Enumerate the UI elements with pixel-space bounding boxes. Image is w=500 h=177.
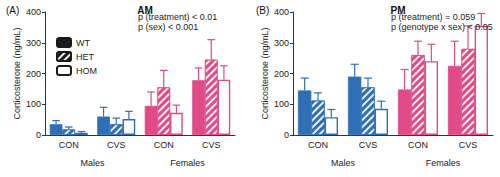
svg-text:p (treatment) = 0.059: p (treatment) = 0.059 — [391, 12, 475, 22]
svg-text:CON: CON — [59, 140, 79, 150]
svg-text:300: 300 — [26, 38, 41, 48]
svg-text:AM: AM — [137, 4, 153, 16]
svg-text:CON: CON — [408, 140, 428, 150]
svg-text:CON: CON — [154, 140, 174, 150]
svg-text:Males: Males — [331, 158, 356, 168]
svg-text:300: 300 — [274, 38, 289, 48]
svg-text:CVS: CVS — [107, 140, 126, 150]
svg-text:400: 400 — [274, 7, 289, 17]
svg-text:Females: Females — [426, 158, 461, 168]
svg-text:p (sex) < 0.001: p (sex) < 0.001 — [138, 22, 198, 32]
svg-text:p (genotype x sex) < 0.05: p (genotype x sex) < 0.05 — [391, 22, 493, 32]
svg-text:100: 100 — [274, 99, 289, 109]
svg-text:WT: WT — [76, 38, 90, 48]
svg-text:Corticosterone (ng/mL): Corticosterone (ng/mL) — [260, 27, 270, 119]
svg-text:PM: PM — [390, 4, 406, 16]
svg-text:200: 200 — [274, 69, 289, 79]
svg-text:(A): (A) — [6, 5, 19, 16]
svg-text:CVS: CVS — [359, 140, 378, 150]
svg-text:Males: Males — [80, 158, 105, 168]
svg-text:0: 0 — [36, 130, 41, 140]
svg-text:100: 100 — [26, 99, 41, 109]
svg-text:400: 400 — [26, 7, 41, 17]
svg-text:Females: Females — [170, 158, 205, 168]
svg-text:HOM: HOM — [76, 66, 97, 76]
svg-text:p (treatment) < 0.01: p (treatment) < 0.01 — [138, 12, 217, 22]
svg-text:CVS: CVS — [202, 140, 221, 150]
svg-text:Corticosterone (ng/mL): Corticosterone (ng/mL) — [12, 27, 22, 119]
svg-text:CON: CON — [308, 140, 328, 150]
svg-text:0: 0 — [284, 130, 289, 140]
svg-text:(B): (B) — [256, 5, 269, 16]
svg-text:HET: HET — [76, 52, 95, 62]
svg-text:CVS: CVS — [459, 140, 478, 150]
svg-text:200: 200 — [26, 69, 41, 79]
